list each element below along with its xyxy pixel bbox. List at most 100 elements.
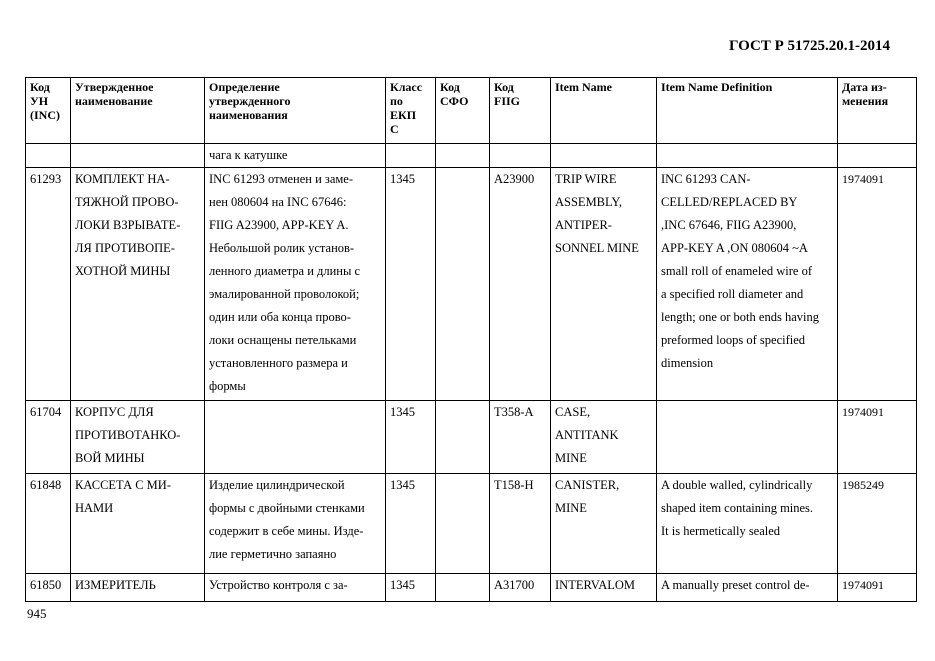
table-row: 61293 КОМПЛЕКТ НА- ТЯЖНОЙ ПРОВО- ЛОКИ ВЗРЫВ… xyxy=(25,167,917,401)
cell-name: КОМПЛЕКТ НА- ТЯЖНОЙ ПРОВО- ЛОКИ ВЗРЫВАТЕ- Л… xyxy=(70,167,205,401)
cell-line: a specified roll diameter and xyxy=(661,287,804,301)
table-row: 61848 КАССЕТА С МИ- НАМИ Изделие цилиндриче… xyxy=(25,473,917,574)
cell-line: ANTIPER- xyxy=(555,218,612,232)
cell-inc: 61850 xyxy=(25,573,71,602)
cell-line: 1345 xyxy=(390,578,415,592)
column-header-line: УН xyxy=(30,94,49,108)
cell-line: Устройство контроля с за- xyxy=(209,578,348,592)
cell-line: формы xyxy=(209,379,246,393)
cell-item: TRIP WIRE ASSEMBLY, ANTIPER- SONNEL MINE xyxy=(550,167,657,401)
cell-date: 1974091 xyxy=(837,167,917,401)
column-header-line: FIIG xyxy=(494,94,521,108)
cell-fiig: T158-H xyxy=(489,473,551,574)
cell-line: ,INC 67646, FIIG A23900, xyxy=(661,218,797,232)
cell-line: TRIP WIRE xyxy=(555,172,617,186)
cell-line: 1345 xyxy=(390,478,415,492)
cell-line: ТЯЖНОЙ ПРОВО- xyxy=(75,195,179,209)
cell-date: 1974091 xyxy=(837,400,917,474)
column-header-line: Определение xyxy=(209,80,280,94)
cell-line: ВОЙ МИНЫ xyxy=(75,451,145,465)
cell-fiig: T358-A xyxy=(489,400,551,474)
cell-cls: 1345 xyxy=(385,400,436,474)
column-header: Дата из-менения xyxy=(837,77,917,144)
cell-line: SONNEL MINE xyxy=(555,241,639,255)
cell-line: length; one or both ends having xyxy=(661,310,819,324)
cell-line: INTERVALOM xyxy=(555,578,636,592)
cell-name xyxy=(70,143,205,168)
column-header-line: СФО xyxy=(440,94,469,108)
column-header-line: наименования xyxy=(209,108,288,122)
cell-line: preformed loops of specified xyxy=(661,333,806,347)
cell-itemdef xyxy=(656,143,838,168)
column-header: Item Name Definition xyxy=(656,77,838,144)
cell-line: один или оба конца прово- xyxy=(209,310,351,324)
cell-line: формы с двойными стенками xyxy=(209,501,365,515)
cell-line: FIIG A23900, APP-KEY A. xyxy=(209,218,349,232)
column-header-line: Утвержденное xyxy=(75,80,154,94)
cell-line: dimension xyxy=(661,356,714,370)
cell-line: T158-H xyxy=(494,478,534,492)
cell-line: КОМПЛЕКТ НА- xyxy=(75,172,170,186)
cell-name: ИЗМЕРИТЕЛЬ xyxy=(70,573,205,602)
cell-line: ASSEMBLY, xyxy=(555,195,622,209)
cell-line: нен 080604 на INC 67646: xyxy=(209,195,347,209)
column-header: Код FIIG xyxy=(489,77,551,144)
cell-line: 1345 xyxy=(390,172,415,186)
cell-line: 1974091 xyxy=(842,405,884,419)
table-header-row: Код УН (INC) Утвержденное наименование Опреде… xyxy=(25,77,917,144)
column-header: Код СФО xyxy=(435,77,490,144)
cell-line: ANTITANK xyxy=(555,428,619,442)
cell-itemdef xyxy=(656,400,838,474)
column-header-line: Item Name xyxy=(555,80,612,94)
cell-line: 61848 xyxy=(30,478,62,492)
cell-line: ХОТНОЙ МИНЫ xyxy=(75,264,171,278)
cell-line: INC 61293 CAN- xyxy=(661,172,751,186)
cell-def: Устройство контроля с за- xyxy=(204,573,386,602)
column-header-line: (INC) xyxy=(30,108,60,122)
items-table: Код УН (INC) Утвержденное наименование Опреде… xyxy=(25,77,917,602)
cell-line: Небольшой ролик установ- xyxy=(209,241,355,255)
column-header-line: ЕКП xyxy=(390,108,417,122)
cell-item: INTERVALOM xyxy=(550,573,657,602)
cell-line: MINE xyxy=(555,501,587,515)
cell-line: A double walled, cylindrically xyxy=(661,478,813,492)
cell-def xyxy=(204,400,386,474)
table-row: 61850 ИЗМЕРИТЕЛЬ Устройство контроля с за-… xyxy=(25,573,917,602)
cell-fiig xyxy=(489,143,551,168)
column-header-line: по xyxy=(390,94,403,108)
column-header: Item Name xyxy=(550,77,657,144)
cell-line: ПРОТИВОТАНКО- xyxy=(75,428,181,442)
cell-line: A manually preset control de- xyxy=(661,578,810,592)
cell-cls: 1345 xyxy=(385,573,436,602)
cell-line: 1985249 xyxy=(842,478,884,492)
cell-line: ЛОКИ ВЗРЫВАТЕ- xyxy=(75,218,181,232)
document-header: ГОСТ Р 51725.20.1-2014 xyxy=(728,38,890,54)
cell-line: 61293 xyxy=(30,172,62,186)
column-header-line: Класс xyxy=(390,80,423,94)
cell-inc: 61704 xyxy=(25,400,71,474)
cell-line: лие герметично запаяно xyxy=(209,547,337,561)
cell-inc xyxy=(25,143,71,168)
cell-line: 61704 xyxy=(30,405,62,419)
cell-item: CANISTER, MINE xyxy=(550,473,657,574)
column-header-line: Item Name Definition xyxy=(661,80,773,94)
column-header-line: менения xyxy=(842,94,889,108)
cell-line: 1345 xyxy=(390,405,415,419)
cell-line: CASE, xyxy=(555,405,591,419)
cell-line: 1974091 xyxy=(842,172,884,186)
cell-def: Изделие цилиндрической формы с двойными с… xyxy=(204,473,386,574)
cell-cls xyxy=(385,143,436,168)
cell-sfo xyxy=(435,167,490,401)
table-row: 61704 КОРПУС ДЛЯ ПРОТИВОТАНКО- ВОЙ МИНЫ 1345… xyxy=(25,400,917,474)
cell-name: КОРПУС ДЛЯ ПРОТИВОТАНКО- ВОЙ МИНЫ xyxy=(70,400,205,474)
cell-line: It is hermetically sealed xyxy=(661,524,781,538)
cell-item: CASE, ANTITANK MINE xyxy=(550,400,657,474)
table-row: чага к катушке xyxy=(25,143,917,168)
column-header-line: наименование xyxy=(75,94,153,108)
cell-line: CANISTER, xyxy=(555,478,620,492)
column-header: Определение утвержденного наименования xyxy=(204,77,386,144)
cell-sfo xyxy=(435,473,490,574)
cell-itemdef: A double walled, cylindrically shaped ite… xyxy=(656,473,838,574)
cell-date: 1985249 xyxy=(837,473,917,574)
cell-line: Изделие цилиндрической xyxy=(209,478,345,492)
